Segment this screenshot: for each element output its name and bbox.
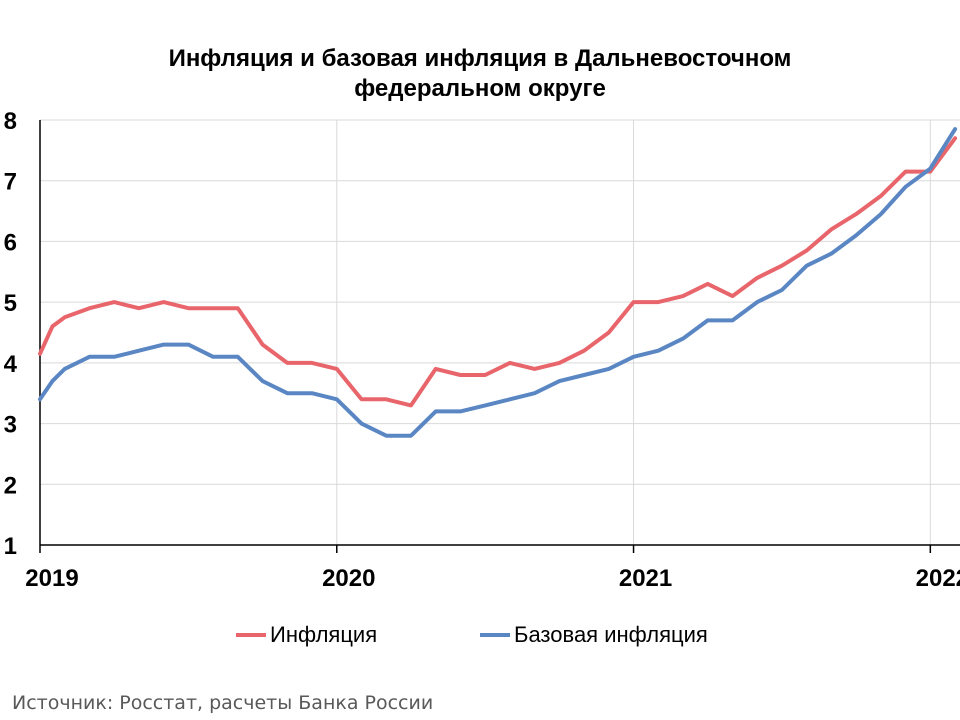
y-tick-label: 7	[4, 169, 17, 196]
series-line-inflation	[38, 136, 958, 408]
y-tick-label: 4	[4, 351, 18, 378]
y-tick-label: 3	[4, 412, 17, 439]
chart-title-line-1: Инфляция и базовая инфляция в Дальневост…	[168, 45, 792, 72]
x-tick-label: 2019	[25, 565, 78, 592]
x-tick-label: 2022	[916, 565, 960, 592]
y-tick-label: 2	[4, 472, 17, 499]
x-tick-label: 2021	[619, 565, 672, 592]
source-note: Источник: Росстат, расчеты Банка России	[12, 692, 434, 714]
legend-label-core-inflation: Базовая инфляция	[514, 622, 708, 647]
chart-title-line-2: федеральном округе	[354, 75, 606, 102]
gridlines	[40, 119, 960, 545]
tick-labels: 1 2 3 4 5 6 7 8 2019 2020 2021 2022	[4, 108, 960, 592]
legend-swatch-core-inflation	[480, 633, 510, 637]
legend-swatch-inflation	[236, 633, 266, 637]
chart-title: Инфляция и базовая инфляция в Дальневост…	[0, 44, 960, 104]
y-tick-label: 8	[4, 108, 17, 135]
legend-item-core-inflation: Базовая инфляция	[480, 622, 708, 648]
legend-label-inflation: Инфляция	[270, 622, 378, 647]
series-line-core-inflation	[38, 127, 958, 438]
y-tick-label: 5	[4, 290, 17, 317]
series-lines	[38, 127, 958, 438]
legend: Инфляция Базовая инфляция	[0, 622, 960, 650]
axes	[39, 120, 960, 553]
y-tick-label: 1	[4, 533, 17, 560]
legend-item-inflation: Инфляция	[236, 622, 377, 648]
y-tick-label: 6	[4, 229, 17, 256]
x-tick-label: 2020	[322, 565, 375, 592]
